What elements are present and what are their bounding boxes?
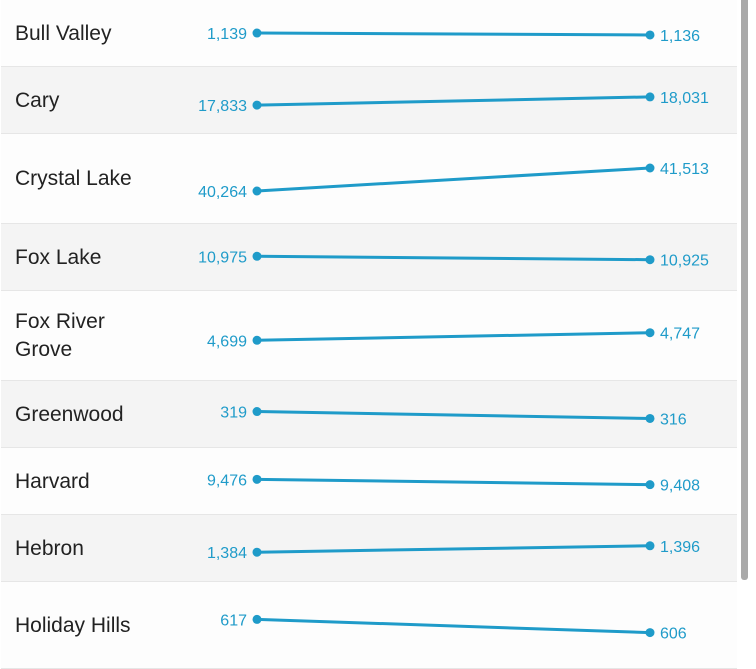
end-value-label: 1,396	[660, 539, 700, 556]
start-value-label: 617	[220, 612, 247, 629]
chart-row: Cary	[1, 67, 737, 134]
end-point	[645, 328, 655, 338]
category-label: Crystal Lake	[15, 167, 132, 190]
category-label: Fox Lake	[15, 245, 102, 269]
scrollbar-thumb[interactable]	[741, 0, 748, 580]
slope-line	[256, 331, 651, 342]
start-point	[252, 474, 262, 484]
start-value-label: 10,975	[198, 249, 247, 266]
slope-plot: 1,139 1,136 17,833 18,031 40,264 41,513 10,975…	[198, 26, 709, 643]
start-point	[252, 614, 262, 624]
start-point	[252, 28, 262, 38]
end-point	[645, 413, 655, 423]
category-label: Holiday Hills	[15, 613, 131, 637]
end-point	[645, 255, 655, 265]
start-value-label: 4,699	[207, 333, 247, 350]
slope-line	[256, 31, 651, 37]
end-point	[645, 628, 655, 638]
scrollbar[interactable]	[737, 0, 756, 669]
start-value-label: 17,833	[198, 98, 247, 115]
end-point	[645, 480, 655, 490]
start-value-label: 40,264	[198, 184, 247, 201]
chart-row: Crystal Lake	[1, 134, 737, 224]
start-point	[252, 407, 262, 417]
start-value-label: 319	[220, 405, 247, 422]
end-value-label: 316	[660, 411, 687, 428]
end-value-label: 41,513	[660, 161, 709, 178]
end-value-label: 9,408	[660, 478, 700, 495]
category-label: Harvard	[15, 469, 90, 493]
slope-line	[256, 95, 651, 107]
chart-row: Hebron	[1, 515, 737, 582]
slope-line	[256, 254, 651, 262]
end-point	[645, 541, 655, 551]
category-label: Bull Valley	[15, 21, 112, 45]
category-label: Cary	[15, 88, 60, 112]
end-value-label: 10,925	[660, 253, 709, 270]
start-value-label: 9,476	[207, 472, 247, 489]
slope-line	[256, 544, 651, 554]
category-label: Fox River Grove	[15, 310, 105, 361]
slope-line	[256, 477, 651, 487]
end-value-label: 606	[660, 626, 687, 643]
chart-row: Fox River Grove	[1, 291, 737, 381]
start-value-label: 1,139	[207, 26, 247, 43]
slope-line	[256, 166, 651, 193]
end-point	[645, 30, 655, 40]
end-value-label: 4,747	[660, 326, 700, 343]
slope-chart: Bull Valley Cary Crystal Lake Fox Lake Fox R…	[1, 21, 737, 669]
slope-line	[256, 410, 651, 420]
start-value-label: 1,384	[207, 545, 247, 562]
category-label: Greenwood	[15, 402, 124, 426]
start-point	[252, 100, 262, 110]
start-point	[252, 547, 262, 557]
start-point	[252, 186, 262, 196]
start-point	[252, 335, 262, 345]
slope-line	[256, 617, 651, 635]
end-point	[645, 92, 655, 102]
end-value-label: 1,136	[660, 28, 700, 45]
end-point	[645, 163, 655, 173]
category-label: Hebron	[15, 536, 84, 560]
start-point	[252, 251, 262, 261]
end-value-label: 18,031	[660, 90, 709, 107]
